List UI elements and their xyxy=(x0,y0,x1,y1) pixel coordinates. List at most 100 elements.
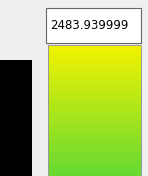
Bar xyxy=(48,63,141,64)
Bar xyxy=(48,150,141,151)
Bar xyxy=(48,103,141,104)
Bar xyxy=(48,166,141,167)
Bar xyxy=(48,135,141,136)
Bar xyxy=(48,145,141,146)
Bar xyxy=(48,131,141,132)
Bar xyxy=(48,110,141,111)
Bar xyxy=(48,112,141,113)
Bar xyxy=(48,104,141,105)
Bar xyxy=(48,66,141,67)
Bar xyxy=(48,158,141,159)
Bar xyxy=(48,137,141,138)
Bar xyxy=(48,101,141,102)
Bar xyxy=(48,149,141,150)
Bar xyxy=(48,122,141,123)
Bar xyxy=(48,107,141,108)
Bar xyxy=(48,86,141,87)
Bar xyxy=(48,51,141,52)
Bar xyxy=(48,124,141,125)
Bar xyxy=(48,109,141,110)
Bar xyxy=(48,121,141,122)
Bar xyxy=(48,45,141,176)
Bar xyxy=(48,106,141,107)
Bar xyxy=(48,56,141,57)
Bar xyxy=(48,167,141,168)
Bar xyxy=(48,55,141,56)
Bar xyxy=(48,76,141,77)
Bar xyxy=(48,83,141,84)
Bar xyxy=(48,132,141,133)
Bar xyxy=(48,69,141,70)
Bar xyxy=(48,64,141,65)
Bar xyxy=(48,138,141,139)
Bar xyxy=(48,86,141,87)
Bar xyxy=(48,61,141,62)
Bar xyxy=(48,150,141,151)
Bar xyxy=(48,82,141,83)
Bar xyxy=(48,46,141,47)
Bar xyxy=(48,76,141,77)
Bar xyxy=(48,147,141,148)
Bar xyxy=(48,156,141,157)
Bar xyxy=(48,125,141,126)
Bar xyxy=(48,127,141,128)
Bar xyxy=(48,111,141,112)
Bar xyxy=(48,59,141,60)
Bar xyxy=(48,144,141,145)
Bar xyxy=(48,114,141,115)
Bar xyxy=(48,65,141,66)
Bar xyxy=(48,151,141,152)
Bar xyxy=(48,148,141,149)
Bar xyxy=(48,97,141,98)
Bar xyxy=(48,145,141,146)
Bar xyxy=(48,152,141,153)
Bar xyxy=(48,128,141,129)
Bar xyxy=(48,164,141,165)
Bar xyxy=(48,68,141,69)
Bar xyxy=(48,173,141,174)
Bar xyxy=(48,104,141,105)
Bar xyxy=(48,115,141,116)
Bar xyxy=(48,88,141,89)
Bar xyxy=(48,57,141,58)
Bar xyxy=(48,138,141,139)
Bar xyxy=(48,160,141,161)
Bar xyxy=(48,45,141,46)
Bar xyxy=(48,134,141,135)
Bar xyxy=(48,91,141,92)
Bar xyxy=(48,107,141,108)
Bar xyxy=(48,125,141,126)
Bar xyxy=(48,153,141,154)
Bar xyxy=(48,130,141,131)
Bar xyxy=(48,56,141,57)
Bar xyxy=(48,67,141,68)
Bar xyxy=(48,46,141,47)
Bar xyxy=(48,75,141,76)
Bar xyxy=(48,156,141,157)
Bar xyxy=(48,122,141,123)
Bar xyxy=(48,107,141,108)
Bar xyxy=(48,108,141,109)
Bar xyxy=(46,8,141,43)
Bar xyxy=(48,131,141,132)
Bar xyxy=(48,119,141,120)
Bar xyxy=(48,72,141,73)
Bar xyxy=(48,79,141,80)
Bar xyxy=(48,91,141,92)
Bar xyxy=(48,55,141,56)
Bar xyxy=(48,94,141,95)
Bar xyxy=(48,147,141,148)
Bar xyxy=(48,152,141,153)
Bar xyxy=(48,97,141,98)
Bar xyxy=(48,48,141,49)
Bar xyxy=(48,70,141,71)
Bar xyxy=(48,87,141,88)
Bar xyxy=(48,94,141,95)
Bar xyxy=(48,77,141,78)
Bar xyxy=(48,63,141,64)
Bar xyxy=(48,90,141,91)
Bar xyxy=(48,74,141,75)
Bar xyxy=(48,109,141,110)
Bar xyxy=(48,102,141,103)
Bar xyxy=(48,84,141,85)
